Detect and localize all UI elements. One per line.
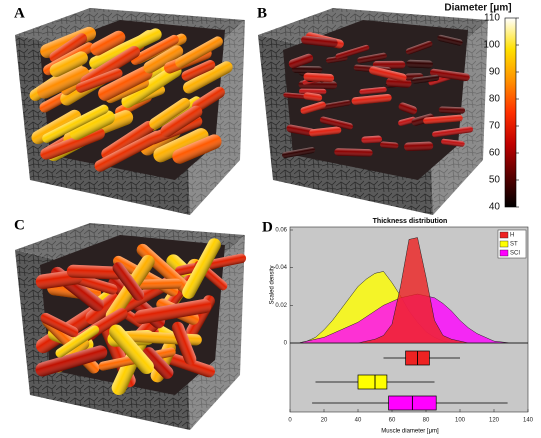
colorbar-tick-label: 70 bbox=[489, 121, 501, 132]
figure: A B C D Diameter [μm] 40 50 60 70 80 90 100 110… bbox=[0, 0, 541, 438]
colorbar: 40 50 60 70 80 90 100 110 bbox=[483, 13, 519, 213]
y-tick-label: 0.04 bbox=[275, 265, 287, 271]
colorbar-title: Diameter [μm] bbox=[444, 3, 511, 14]
panel-label: B bbox=[257, 5, 267, 21]
x-axis-label: Muscle diameter [μm] bbox=[381, 429, 439, 435]
panel-label: A bbox=[14, 5, 25, 21]
fiber bbox=[404, 141, 434, 151]
x-tick-label: 60 bbox=[389, 418, 396, 424]
panel-label: D bbox=[262, 219, 273, 235]
colorbar-tick-label: 100 bbox=[483, 40, 500, 51]
x-tick-label: 100 bbox=[455, 418, 466, 424]
y-tick-label: 0.02 bbox=[275, 303, 287, 309]
fiber-shade bbox=[439, 106, 466, 113]
fiber-shade bbox=[334, 148, 373, 157]
legend-label: H bbox=[510, 233, 514, 239]
box bbox=[358, 375, 387, 389]
fiber bbox=[439, 106, 466, 113]
legend-swatch bbox=[500, 241, 508, 247]
fiber bbox=[361, 135, 382, 143]
x-tick-label: 80 bbox=[423, 418, 430, 424]
panel-label: C bbox=[14, 217, 25, 233]
y-tick-label: 0 bbox=[284, 341, 288, 347]
colorbar-tick-label: 90 bbox=[489, 67, 501, 78]
x-tick-label: 20 bbox=[321, 418, 328, 424]
x-tick-label: 0 bbox=[288, 418, 292, 424]
legend-swatch bbox=[500, 232, 508, 238]
legend-label: ST bbox=[510, 242, 518, 248]
fibers bbox=[27, 25, 234, 174]
chart-title: Thickness distribution bbox=[373, 218, 448, 225]
x-tick-label: 120 bbox=[489, 418, 500, 424]
fiber-shade bbox=[406, 60, 433, 69]
fiber bbox=[334, 148, 373, 157]
y-axis-label: Scaled density bbox=[270, 265, 276, 304]
chart: Thickness distribution Muscle diameter [… bbox=[270, 218, 534, 435]
fiber-shade bbox=[404, 141, 434, 151]
x-tick-label: 40 bbox=[355, 418, 362, 424]
colorbar-tick-label: 60 bbox=[489, 148, 501, 159]
colorbar-tick-label: 110 bbox=[484, 13, 500, 24]
colorbar-tick-label: 80 bbox=[489, 94, 501, 105]
legend-swatch bbox=[500, 250, 508, 256]
fiber bbox=[406, 60, 433, 69]
legend-label: SCI bbox=[510, 251, 520, 257]
colorbar-tick-label: 40 bbox=[489, 202, 501, 213]
x-tick-label: 140 bbox=[523, 418, 534, 424]
y-tick-label: 0.06 bbox=[275, 228, 287, 234]
colorbar-tick-label: 50 bbox=[489, 175, 501, 186]
fiber-shade bbox=[361, 135, 382, 143]
colorbar-scale bbox=[505, 18, 516, 207]
